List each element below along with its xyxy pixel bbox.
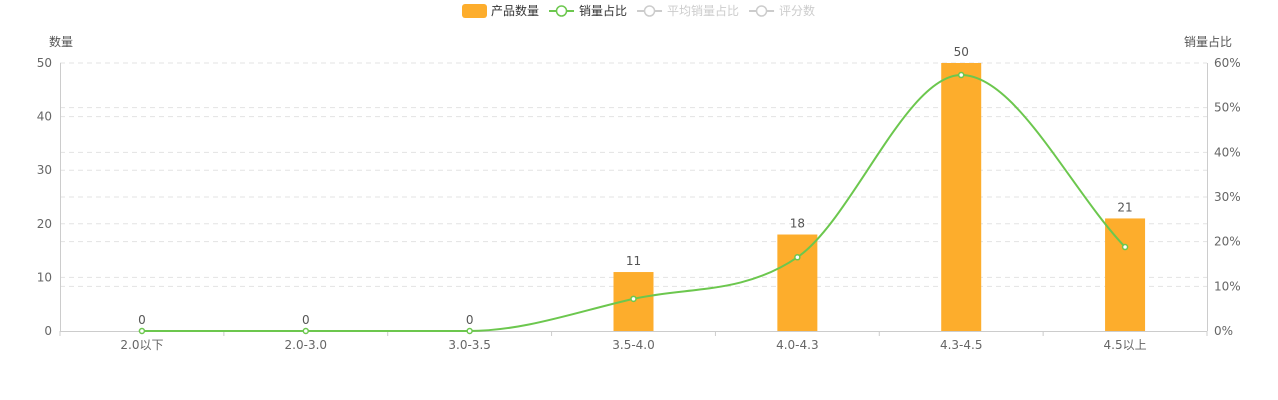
legend-label: 平均销量占比: [667, 3, 739, 18]
legend: 产品数量 销量占比 平均销量占比 评分数: [462, 3, 815, 18]
y-tick-label: 0: [44, 324, 52, 338]
y-tick-label: 30: [37, 163, 52, 177]
y-tick-label: 20: [37, 217, 52, 231]
y-tick-label: 40: [37, 110, 52, 124]
circle-marker-icon: [555, 5, 568, 17]
y2-axis-title: 销量占比: [1184, 34, 1232, 49]
circle-marker-icon: [755, 5, 768, 17]
y2-tick-label: 50%: [1214, 101, 1241, 115]
bar-value-label: 18: [790, 217, 805, 231]
line-series: [138, 71, 1129, 335]
axes: 2.0以下 2.0-3.0 3.0-3.5 3.5-4.0 4.0-4.3 4.3-4.5…: [37, 56, 1241, 352]
legend-label: 评分数: [779, 3, 815, 18]
x-tick-label: 4.0-4.3: [776, 338, 819, 352]
legend-label: 产品数量: [491, 3, 539, 18]
legend-item[interactable]: 产品数量: [462, 3, 539, 18]
bar-value-label: 21: [1117, 200, 1132, 214]
y-tick-label: 10: [37, 270, 52, 284]
line-point: [957, 71, 965, 79]
x-tick-label: 2.0以下: [120, 338, 163, 352]
line-point: [1121, 243, 1129, 251]
bar-value-label: 50: [954, 45, 969, 59]
x-tick-label: 3.0-3.5: [448, 338, 491, 352]
bar-series: [613, 63, 1146, 331]
grid-lines: [60, 62, 1207, 287]
line-point: [794, 254, 801, 261]
y2-tick-label: 40%: [1214, 145, 1241, 159]
bar-value-label: 11: [626, 254, 641, 268]
y-tick-label: 50: [37, 56, 52, 70]
line-point: [466, 327, 473, 335]
legend-item[interactable]: 平均销量占比: [637, 3, 739, 18]
y2-tick-label: 60%: [1214, 56, 1241, 70]
legend-label: 销量占比: [579, 3, 627, 18]
line-point: [302, 327, 310, 335]
legend-item[interactable]: 评分数: [749, 3, 815, 18]
y-axis-title: 数量: [49, 34, 73, 49]
y2-tick-label: 20%: [1214, 235, 1241, 249]
line-path: [141, 74, 1126, 333]
legend-item[interactable]: 销量占比: [549, 3, 627, 18]
y2-tick-label: 30%: [1214, 190, 1241, 204]
x-tick-label: 4.5以上: [1104, 338, 1147, 352]
bar: [777, 234, 818, 331]
bar-value-label: 0: [466, 313, 474, 327]
line-point: [138, 327, 146, 335]
x-tick-label: 2.0-3.0: [285, 338, 328, 352]
bar-value-label: 0: [138, 313, 146, 327]
x-tick-label: 3.5-4.0: [612, 338, 655, 352]
bar: [1105, 218, 1146, 331]
y2-tick-label: 0%: [1214, 324, 1233, 338]
y2-tick-label: 10%: [1214, 279, 1241, 293]
bar: [941, 63, 982, 331]
circle-marker-icon: [643, 5, 656, 17]
data-labels: 0 0 0 11 18 50 21: [138, 45, 1133, 327]
bar-value-label: 0: [302, 313, 310, 327]
line-point: [630, 295, 637, 303]
x-tick-label: 4.3-4.5: [940, 338, 983, 352]
bar-swatch-icon: [462, 4, 487, 18]
